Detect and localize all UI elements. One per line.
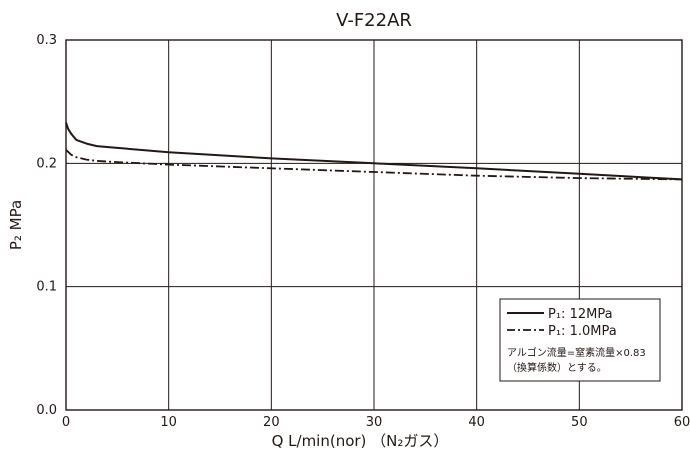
y-tick-label: 0.3 [36, 33, 57, 48]
series-line-1 [65, 149, 683, 181]
grid-lines [66, 40, 682, 410]
legend-note-line-1: アルゴン流量=窒素流量×0.83 [507, 346, 646, 359]
legend-note-line-2: （換算係数）とする。 [507, 361, 607, 374]
x-axis-label: Q L/min(nor) （N₂ガス） [272, 432, 449, 450]
y-tick-labels: 0.0 0.1 0.2 0.3 [36, 33, 57, 418]
legend: P₁: 12MPa P₁: 1.0MPa アルゴン流量=窒素流量×0.83 （換… [499, 298, 661, 382]
y-tick-label: 0.2 [36, 156, 57, 171]
legend-label-1mpa: P₁: 1.0MPa [548, 324, 617, 339]
y-axis-label: P₂ MPa [7, 200, 25, 250]
y-tick-label: 0.1 [36, 280, 57, 295]
x-tick-label: 10 [160, 415, 177, 430]
x-tick-label: 40 [468, 415, 485, 430]
x-tick-label: 50 [571, 415, 588, 430]
x-tick-label: 20 [263, 415, 280, 430]
series-line-0 [65, 122, 683, 181]
x-tick-label: 60 [674, 415, 690, 430]
series-lines [65, 122, 683, 181]
x-tick-labels: 0 10 20 30 40 50 60 [62, 415, 690, 430]
y-tick-label: 0.0 [36, 403, 57, 418]
x-tick-label: 30 [366, 415, 383, 430]
x-tick-label: 0 [62, 415, 70, 430]
legend-label-12mpa: P₁: 12MPa [548, 307, 613, 322]
chart-title: V-F22AR [336, 10, 412, 31]
